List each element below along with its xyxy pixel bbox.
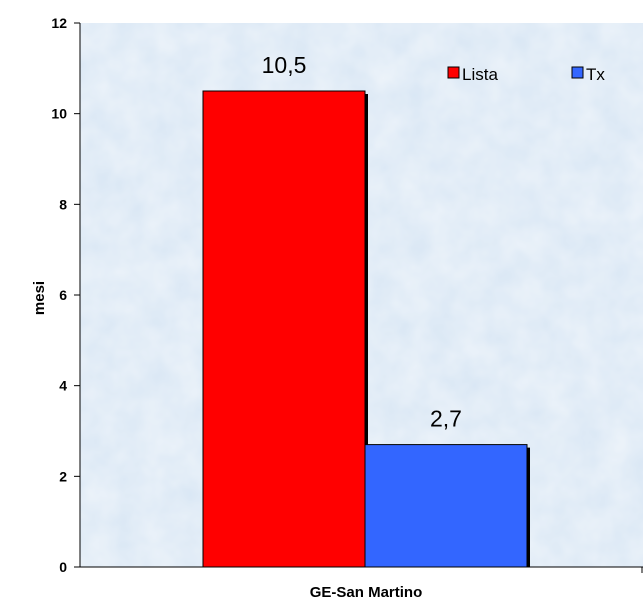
y-tick-label: 10 — [51, 106, 67, 122]
y-tick-label: 0 — [59, 559, 67, 575]
data-labels: 10,5 2,7 — [262, 52, 462, 432]
legend-swatch-tx — [571, 66, 584, 79]
y-axis-title: mesi — [31, 281, 48, 315]
bar-lista — [202, 90, 366, 568]
y-tick-label: 2 — [59, 468, 67, 484]
y-tick-label: 4 — [59, 378, 67, 394]
axes: 0 2 4 6 8 10 12 — [51, 15, 643, 575]
legend-label-tx: Tx — [586, 65, 605, 84]
data-label-tx: 2,7 — [430, 406, 462, 432]
legend-label-lista: Lista — [462, 65, 498, 84]
legend-swatch-lista — [447, 66, 460, 79]
y-tick-label: 6 — [59, 287, 67, 303]
bars — [202, 90, 530, 568]
data-label-lista: 10,5 — [262, 52, 307, 78]
x-axis-title: GE-San Martino — [310, 584, 423, 601]
y-tick-label: 12 — [51, 15, 67, 31]
bar-tx — [364, 444, 528, 568]
legend: Lista Tx — [447, 65, 605, 84]
y-tick-label: 8 — [59, 196, 67, 212]
